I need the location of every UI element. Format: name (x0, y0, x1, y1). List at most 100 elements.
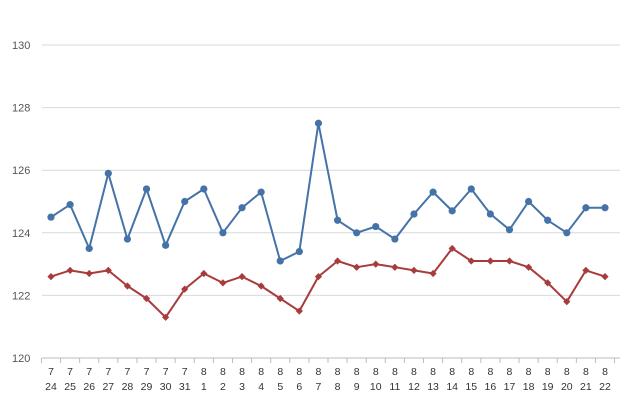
x-tick-label-month: 8 (564, 366, 570, 378)
x-tick-label-month: 8 (583, 366, 589, 378)
series-1-point (276, 257, 284, 265)
x-tick-label-day: 30 (160, 381, 172, 393)
x-tick-label-month: 8 (239, 366, 245, 378)
series-2-point (544, 279, 552, 287)
x-tick-label-month: 7 (86, 366, 92, 378)
x-tick-label-month: 8 (220, 366, 226, 378)
x-tick-label-month: 8 (373, 366, 379, 378)
x-tick-label-day: 22 (599, 381, 611, 393)
x-tick-label-month: 7 (163, 366, 169, 378)
series-1-point (314, 119, 323, 127)
series-1-point (257, 188, 265, 196)
x-tick-label-month: 8 (526, 366, 532, 378)
x-tick-label-day: 16 (485, 381, 497, 393)
series-1-point (66, 201, 74, 209)
series-2-point (353, 263, 361, 271)
series-2-point (162, 313, 170, 321)
series-1-point (181, 197, 189, 206)
x-tick-label-day: 9 (354, 381, 360, 393)
series-1-point (410, 210, 418, 218)
series-1-point (429, 188, 437, 196)
x-tick-label-month: 7 (48, 366, 54, 378)
x-tick-label-month: 8 (258, 366, 264, 378)
y-tick-label: 130 (12, 40, 30, 52)
x-tick-label-day: 19 (542, 381, 554, 393)
x-tick-label-day: 27 (102, 381, 114, 393)
series-2-point (276, 294, 284, 303)
x-tick-label-month: 7 (144, 366, 150, 378)
x-tick-label-month: 8 (468, 366, 474, 378)
x-tick-label-month: 8 (507, 366, 513, 378)
series-2-point (219, 279, 227, 287)
x-tick-label-month: 8 (487, 366, 493, 378)
x-tick-label-day: 21 (580, 381, 592, 393)
y-axis-labels: 120 122 124 126 128 130 (12, 40, 30, 365)
x-tick-label-day: 8 (335, 381, 341, 393)
series-1-point (486, 210, 494, 218)
x-tick-label-day: 24 (45, 381, 57, 393)
x-tick-label-day: 31 (179, 381, 191, 393)
series-1-point (238, 204, 246, 212)
x-tick-label-day: 20 (561, 381, 573, 393)
x-tick-label-day: 25 (64, 381, 76, 393)
x-tick-label-month: 8 (354, 366, 360, 378)
series-1-point (47, 213, 55, 221)
series-2-point (524, 263, 533, 271)
series-1-point (582, 204, 590, 212)
series-2-point (66, 266, 74, 274)
x-tick-label-day: 12 (408, 381, 420, 393)
x-axis: 7247257267277287297307318182838485868788… (40, 358, 616, 393)
x-tick-label-day: 29 (141, 381, 153, 393)
series-2-point (372, 260, 380, 268)
x-tick-label-day: 15 (465, 381, 477, 393)
series-1-point (104, 169, 112, 177)
x-tick-label-month: 7 (182, 366, 188, 378)
x-tick-label-month: 8 (316, 366, 322, 378)
series-2-point (563, 298, 571, 306)
x-tick-label-day: 3 (239, 381, 245, 393)
x-tick-label-day: 11 (389, 381, 400, 393)
y-tick-label: 128 (12, 103, 30, 115)
series-1-point (162, 241, 170, 249)
x-tick-label-month: 8 (545, 366, 551, 378)
series-1-point (505, 226, 514, 234)
series-1-point (391, 235, 399, 243)
series-1-point (448, 207, 456, 215)
series-2-point (410, 266, 418, 274)
series-1-point (200, 185, 208, 193)
series-1-point (467, 185, 475, 193)
series-2-point (467, 257, 475, 265)
series-1-point (142, 185, 151, 193)
x-tick-label-month: 8 (392, 366, 398, 378)
series-1-point (353, 229, 361, 237)
series-2-point (257, 282, 265, 290)
x-tick-label-day: 14 (446, 381, 458, 393)
series-2-point (142, 294, 151, 303)
series-1-point (544, 216, 552, 224)
y-tick-label: 126 (12, 165, 30, 177)
series-2-point (314, 273, 323, 281)
x-tick-label-day: 10 (370, 381, 382, 393)
series-2-point (582, 266, 590, 274)
series-1-point (524, 197, 533, 206)
series-1-point (85, 244, 93, 253)
series-2-point (333, 257, 342, 265)
x-tick-label-month: 8 (602, 366, 608, 378)
series-2-point (505, 257, 514, 265)
series-2-point (238, 273, 246, 281)
series-1-point (563, 229, 571, 237)
series-2-point (47, 273, 55, 281)
x-tick-label-day: 7 (316, 381, 322, 393)
x-tick-label-day: 28 (122, 381, 134, 393)
x-tick-label-month: 8 (430, 366, 436, 378)
series-1-point (601, 204, 609, 212)
x-tick-label-month: 8 (277, 366, 283, 378)
x-tick-label-day: 6 (296, 381, 302, 393)
y-tick-label: 124 (12, 228, 30, 240)
series-2-point (448, 244, 456, 253)
x-tick-label-month: 7 (124, 366, 130, 378)
x-tick-label-day: 13 (427, 381, 439, 393)
x-tick-label-day: 1 (201, 381, 207, 393)
x-tick-label-day: 17 (504, 381, 516, 393)
